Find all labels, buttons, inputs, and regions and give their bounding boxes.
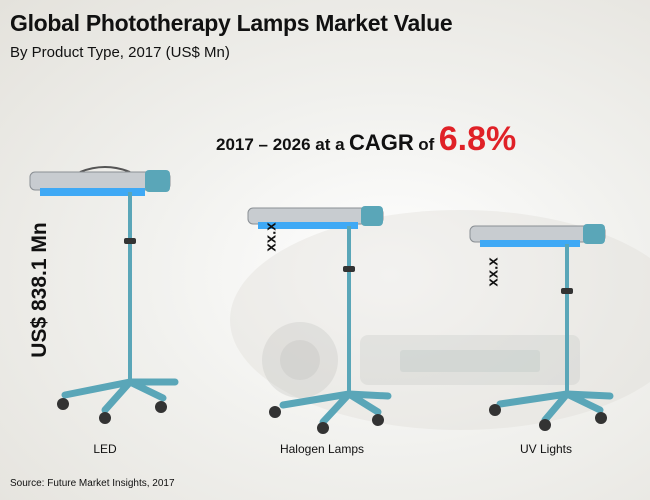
value-label-uv: xx.x (484, 257, 502, 287)
halogen-lamp-illustration (247, 206, 392, 434)
value-label-halogen: xx.x (262, 222, 280, 252)
category-label-led: LED (93, 442, 117, 456)
cagr-callout: 2017 – 2026 at a CAGR of 6.8% (216, 120, 516, 159)
value-label-led: US$ 838.1 Mn (28, 222, 51, 358)
cagr-period: 2017 – 2026 at a (216, 135, 345, 154)
category-label-uv: UV Lights (519, 442, 573, 456)
cagr-word: CAGR (349, 130, 414, 155)
uv-lamp-illustration (469, 224, 614, 431)
led-lamp-illustration (29, 166, 179, 424)
cagr-value: 6.8% (438, 120, 517, 158)
chart-subtitle: By Product Type, 2017 (US$ Mn) (10, 44, 230, 61)
cagr-of: of (418, 135, 435, 154)
source-note: Source: Future Market Insights, 2017 (10, 478, 175, 489)
category-label-halogen: Halogen Lamps (279, 442, 365, 456)
chart-title: Global Phototherapy Lamps Market Value (10, 10, 453, 36)
